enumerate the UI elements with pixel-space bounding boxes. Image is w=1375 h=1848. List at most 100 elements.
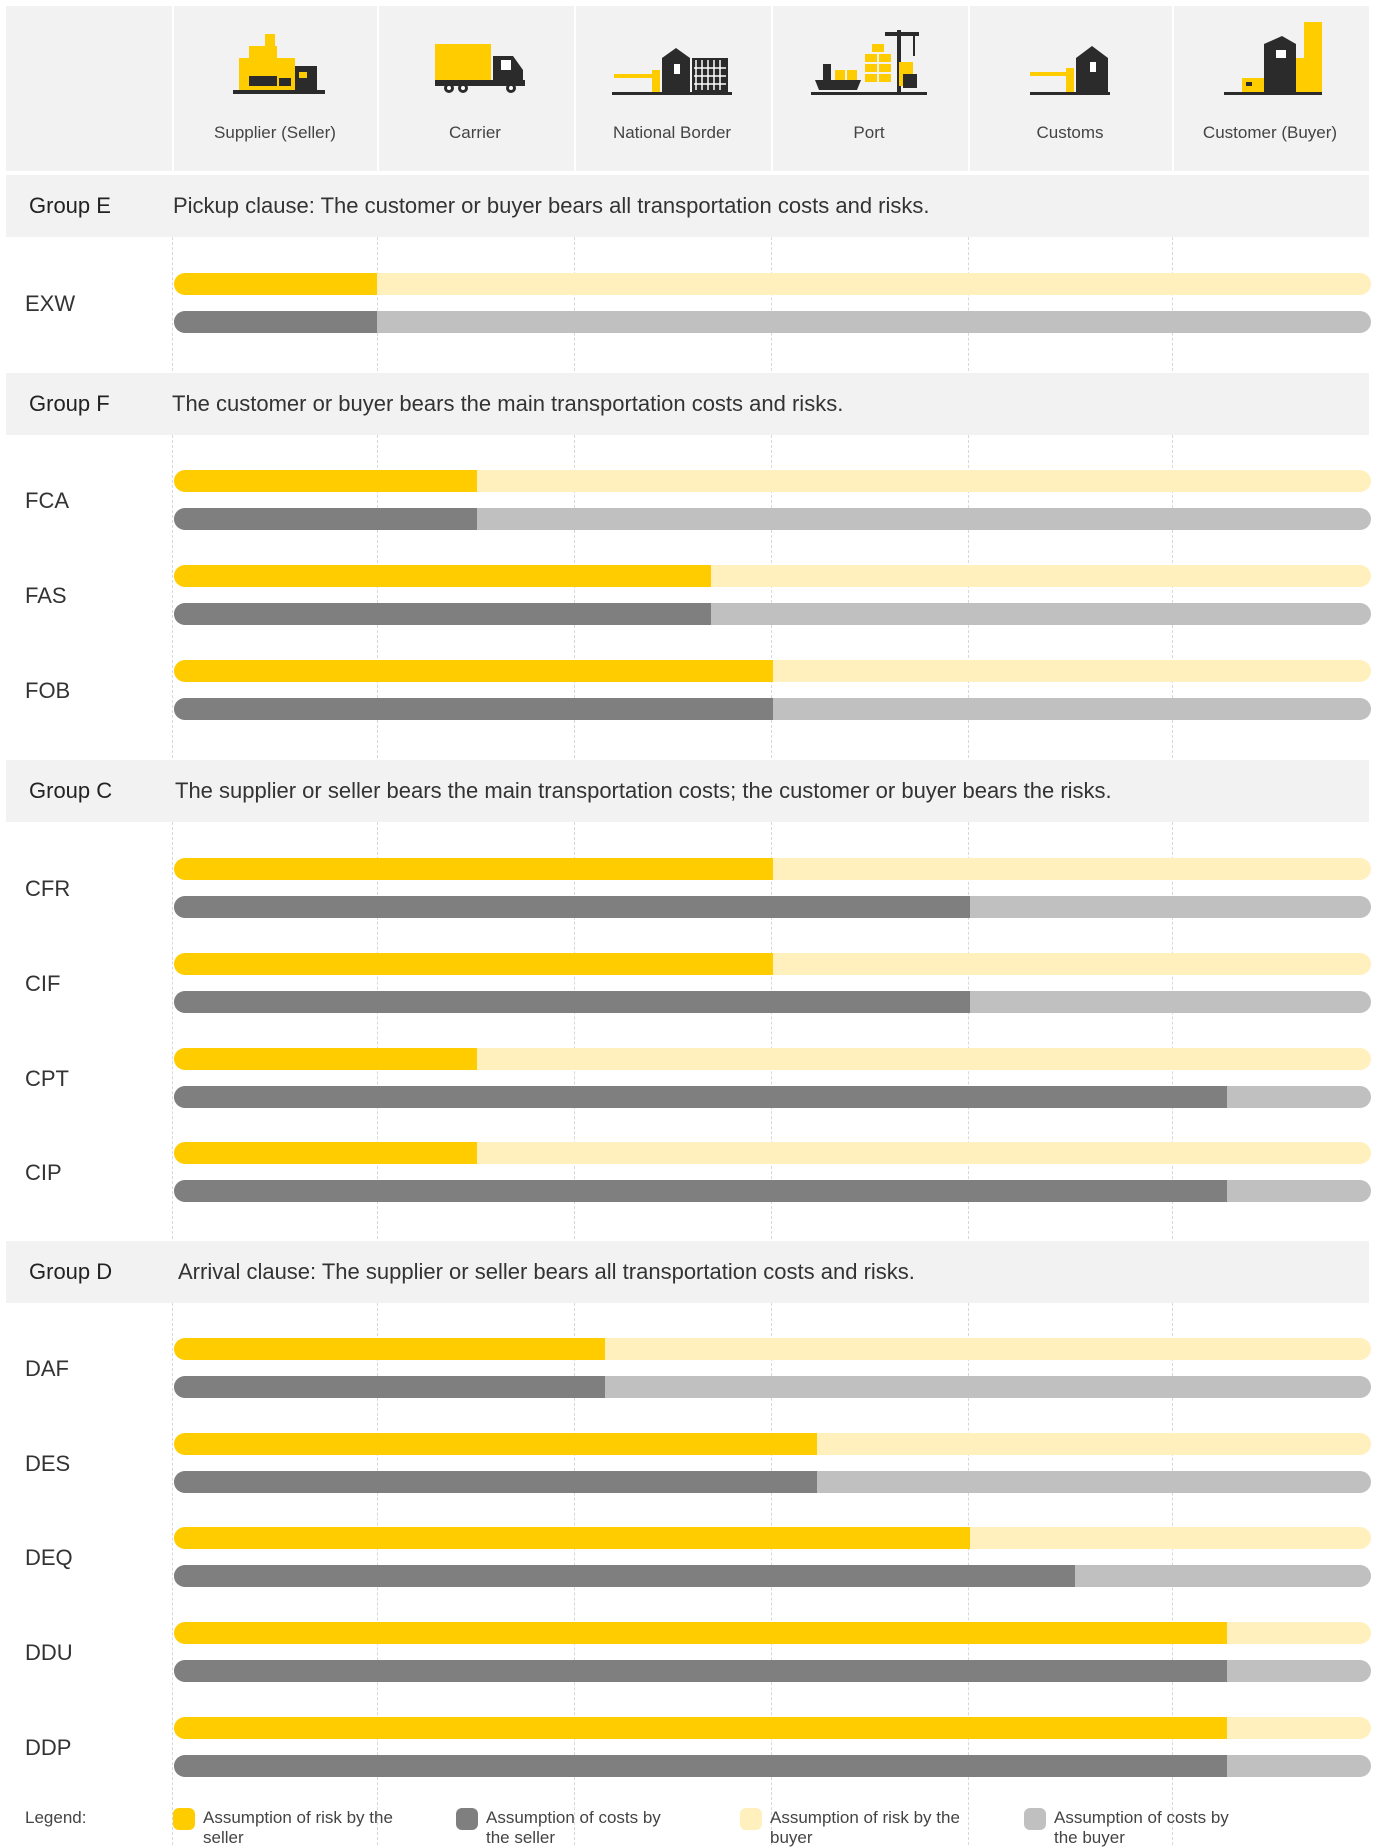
cost-seller-fill <box>174 1376 605 1398</box>
column-label: Port <box>853 123 885 142</box>
cost-bar <box>174 1086 1371 1108</box>
risk-seller-fill <box>174 1717 1227 1739</box>
group-header <box>6 373 1369 435</box>
group-header <box>6 760 1369 822</box>
cost-bar <box>174 1660 1371 1682</box>
risk-seller-fill <box>174 565 711 587</box>
risk-bar <box>174 1622 1371 1644</box>
incoterm-code: CPT <box>25 1066 69 1091</box>
column-guide-line <box>968 237 969 371</box>
border-gate-icon <box>612 18 732 102</box>
group-name: Group F <box>29 391 110 416</box>
cost-bar <box>174 1565 1371 1587</box>
column-separator <box>771 6 773 171</box>
legend-item: Assumption of costs by the seller <box>456 1808 676 1848</box>
column-guide-line <box>172 435 173 758</box>
column-label: Carrier <box>449 123 501 142</box>
cost-seller-fill <box>174 311 377 333</box>
risk-seller-fill <box>174 1527 970 1549</box>
column-separator <box>574 6 576 171</box>
legend-item: Assumption of risk by the seller <box>173 1808 393 1848</box>
column-guide-line <box>771 822 772 1239</box>
column-guide-line <box>1172 237 1173 371</box>
column-label: Supplier (Seller) <box>214 123 336 142</box>
column-label: Customs <box>1036 123 1104 142</box>
cost-seller-fill <box>174 1565 1075 1587</box>
legend-swatch <box>173 1808 195 1830</box>
group-description: Pickup clause: The customer or buyer bea… <box>173 193 930 218</box>
incoterm-code: FAS <box>25 583 67 608</box>
cost-bar <box>174 1471 1371 1493</box>
legend-text: Assumption of risk by the buyer <box>770 1808 960 1847</box>
cost-seller-fill <box>174 896 970 918</box>
risk-bar <box>174 1338 1371 1360</box>
risk-bar <box>174 1717 1371 1739</box>
column-separator <box>377 6 379 171</box>
factory-icon <box>215 18 335 102</box>
column-separator <box>1172 6 1174 171</box>
column-guide-line <box>1172 435 1173 758</box>
column-guide-line <box>172 822 173 1239</box>
cost-seller-fill <box>174 698 773 720</box>
column-guide-line <box>172 237 173 371</box>
cost-bar <box>174 1180 1371 1202</box>
risk-bar <box>174 273 1371 295</box>
warehouse-icon <box>1210 18 1330 102</box>
legend-swatch <box>456 1808 478 1830</box>
incoterm-code: CIF <box>25 971 61 996</box>
column-guide-line <box>377 822 378 1239</box>
risk-bar <box>174 1142 1371 1164</box>
legend-item: Assumption of risk by the buyer <box>740 1808 960 1848</box>
column-guide-line <box>574 822 575 1239</box>
legend-text: Assumption of risk by the seller <box>203 1808 393 1847</box>
risk-seller-fill <box>174 1433 817 1455</box>
cost-bar <box>174 896 1371 918</box>
cost-seller-fill <box>174 1180 1227 1202</box>
incoterm-code: FOB <box>25 678 71 703</box>
risk-seller-fill <box>174 1622 1227 1644</box>
risk-bar <box>174 660 1371 682</box>
risk-seller-fill <box>174 660 773 682</box>
legend-item: Assumption of costs by the buyer <box>1024 1808 1244 1848</box>
cost-bar <box>174 603 1371 625</box>
incoterm-code: DAF <box>25 1356 69 1381</box>
risk-seller-fill <box>174 1338 605 1360</box>
customs-house-icon <box>1010 18 1130 102</box>
incoterm-code: CFR <box>25 876 71 901</box>
cost-bar <box>174 311 1371 333</box>
cost-bar <box>174 1755 1371 1777</box>
truck-icon <box>415 18 535 102</box>
column-guide-line <box>968 822 969 1239</box>
risk-seller-fill <box>174 858 773 880</box>
risk-bar <box>174 1527 1371 1549</box>
cost-seller-fill <box>174 1755 1227 1777</box>
column-label: National Border <box>612 123 732 142</box>
cost-bar <box>174 698 1371 720</box>
cost-seller-fill <box>174 1471 817 1493</box>
column-guide-line <box>172 1303 173 1845</box>
column-guide-line <box>377 237 378 371</box>
legend-swatch <box>1024 1808 1046 1830</box>
risk-seller-fill <box>174 953 773 975</box>
column-guide-line <box>574 435 575 758</box>
port-crane-ship-icon <box>809 18 929 102</box>
cost-seller-fill <box>174 991 970 1013</box>
cost-seller-fill <box>174 1660 1227 1682</box>
incoterm-code: CIP <box>25 1160 62 1185</box>
cost-bar <box>174 991 1371 1013</box>
legend-text: Assumption of costs by the seller <box>486 1808 661 1847</box>
incoterm-code: DEQ <box>25 1545 73 1570</box>
column-guide-line <box>1172 822 1173 1239</box>
incoterm-code: DES <box>25 1451 71 1476</box>
risk-bar <box>174 565 1371 587</box>
risk-seller-fill <box>174 1048 477 1070</box>
risk-bar <box>174 1433 1371 1455</box>
group-name: Group D <box>29 1259 113 1284</box>
cost-bar <box>174 508 1371 530</box>
group-description: The customer or buyer bears the main tra… <box>172 391 844 416</box>
group-name: Group C <box>29 778 113 803</box>
column-guide-line <box>377 435 378 758</box>
risk-seller-fill <box>174 470 477 492</box>
risk-bar <box>174 470 1371 492</box>
risk-bar <box>174 953 1371 975</box>
